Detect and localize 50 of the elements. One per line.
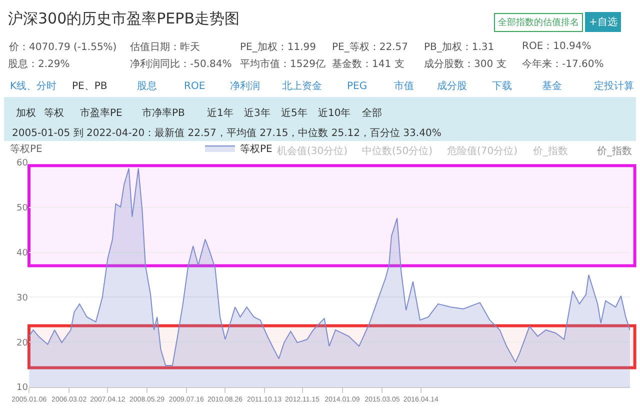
text: +自选 [589,16,618,28]
text: 全部 [362,107,382,119]
y-axis-title: 等权PE [10,143,42,155]
text: 净利润 [230,80,260,92]
text: 下载 [492,80,512,92]
text: 价：4070.79 (-1.55%) [8,41,117,53]
text: 近3年 [244,107,270,119]
text: 2005-01-05 到 2022-04-20：最新值 22.57，平均值 27.15，中位数 25.12，百分位 33.40% [12,127,442,139]
text: 加权 [16,107,36,119]
text: 股息 [137,80,157,92]
y-tick-label: 50 [16,204,28,214]
text: 价_指数 [596,145,632,157]
y-tick-label: 30 [16,293,28,304]
text: 定投计算 [594,80,634,92]
text: PE_等权：22.57 [332,41,408,53]
legend-label: 等权PE [240,142,272,155]
text: 基金数：141 支 [332,58,404,70]
text: 等权 [44,107,64,119]
text: PE_加权：11.99 [240,41,316,53]
text: 基金 [542,80,562,92]
text: K线、分时 [10,80,57,92]
text: 价_指数 [532,145,568,157]
text: ROE [184,81,206,92]
text: 市值 [394,80,414,92]
text: 今年来：-17.60% [522,58,604,70]
text: PB_加权：1.31 [424,41,494,53]
chart-title: 沪深300的历史市盈率PEPB走势图 [8,9,240,28]
text: 近10年 [318,107,351,119]
text: 估值日期：昨天 [130,41,200,53]
text: 近1年 [207,107,234,119]
text: 市净率PB [142,107,186,119]
y-tick-label: 10 [16,383,28,394]
y-tick-label: 40 [16,248,28,258]
text: 近5年 [281,107,308,119]
text: 净利润同比：-50.84% [130,58,232,70]
text: 平均市值：1529亿 [240,58,326,70]
text: 成分股 [437,80,467,92]
text: PE、PB [72,81,108,92]
text: PEG [347,81,368,92]
text: 全部指数的估值排名 [498,17,579,28]
text: 市盈率PE [80,107,122,119]
text: 北上资金 [282,80,322,92]
text: 成分股数：300 支 [424,58,506,70]
text: 股息：2.29% [8,58,70,70]
text: 中位数(50分位) [362,145,433,157]
y-tick-label: 60 [16,158,28,169]
text: ROE：10.94% [522,41,592,52]
text: 危险值(70分位) [447,145,518,157]
y-tick-label: 20 [16,338,28,348]
text: 机会值(30分位) [277,145,348,157]
